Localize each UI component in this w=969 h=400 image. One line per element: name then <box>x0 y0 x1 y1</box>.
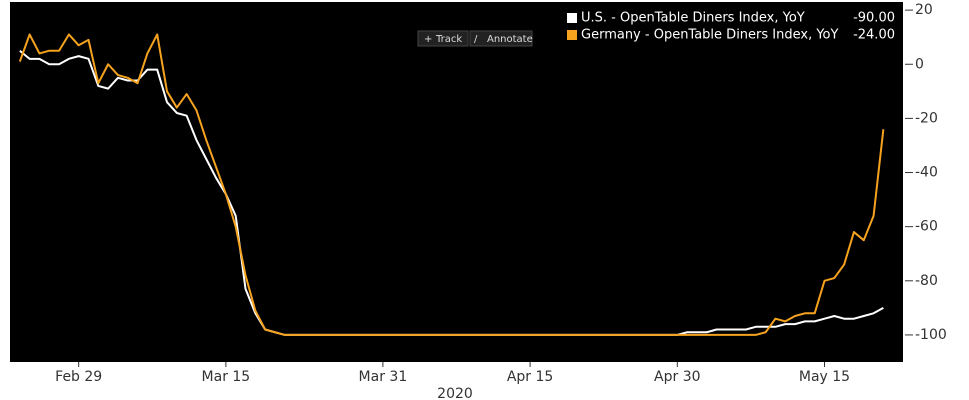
y-tick-label: -80 <box>915 273 938 289</box>
y-tick-label: -100 <box>915 327 947 343</box>
annotate-label[interactable]: Annotate <box>487 34 533 45</box>
y-tick-label: -20 <box>915 110 938 126</box>
legend: U.S. - OpenTable Diners Index, YoY -90.00… <box>562 8 900 44</box>
x-tick-label: May 15 <box>799 369 850 385</box>
legend-value: -90.00 <box>853 11 895 26</box>
x-tick-label: Mar 15 <box>202 369 251 385</box>
x-tick-label: Feb 29 <box>55 369 102 385</box>
svg-text:/: / <box>474 34 478 45</box>
plot-area <box>10 2 903 362</box>
annotate-button[interactable]: / Annotate <box>469 30 533 47</box>
y-tick-label: 20 <box>915 2 933 18</box>
series-line <box>18 33 885 336</box>
track-label[interactable]: Track <box>435 34 462 45</box>
legend-bg <box>562 8 900 44</box>
x-tick-label: Mar 31 <box>359 369 408 385</box>
legend-label: U.S. - OpenTable Diners Index, YoY <box>581 11 805 26</box>
legend-swatch <box>567 30 577 40</box>
legend-swatch <box>567 13 577 23</box>
x-tick-label: Apr 15 <box>507 369 553 385</box>
x-axis-label: 2020 <box>437 386 473 400</box>
y-tick-label: 0 <box>915 56 924 72</box>
legend-value: -24.00 <box>853 28 895 43</box>
svg-text:+: + <box>424 34 432 45</box>
y-tick-label: -60 <box>915 219 938 235</box>
y-tick-label: -40 <box>915 165 938 181</box>
legend-label: Germany - OpenTable Diners Index, YoY <box>581 28 839 43</box>
track-button[interactable]: + Track <box>417 30 469 47</box>
x-tick-label: Apr 30 <box>654 369 700 385</box>
